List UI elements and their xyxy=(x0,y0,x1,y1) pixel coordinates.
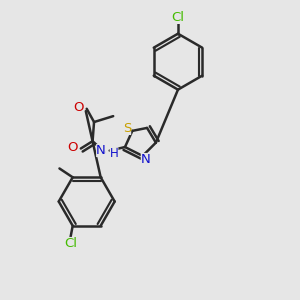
Text: O: O xyxy=(68,141,78,154)
Text: Cl: Cl xyxy=(64,237,77,250)
Text: H: H xyxy=(110,147,118,160)
Text: N: N xyxy=(96,144,106,157)
Text: N: N xyxy=(141,153,151,166)
Text: S: S xyxy=(123,122,131,135)
Text: O: O xyxy=(73,101,84,114)
Text: Cl: Cl xyxy=(172,11,184,24)
